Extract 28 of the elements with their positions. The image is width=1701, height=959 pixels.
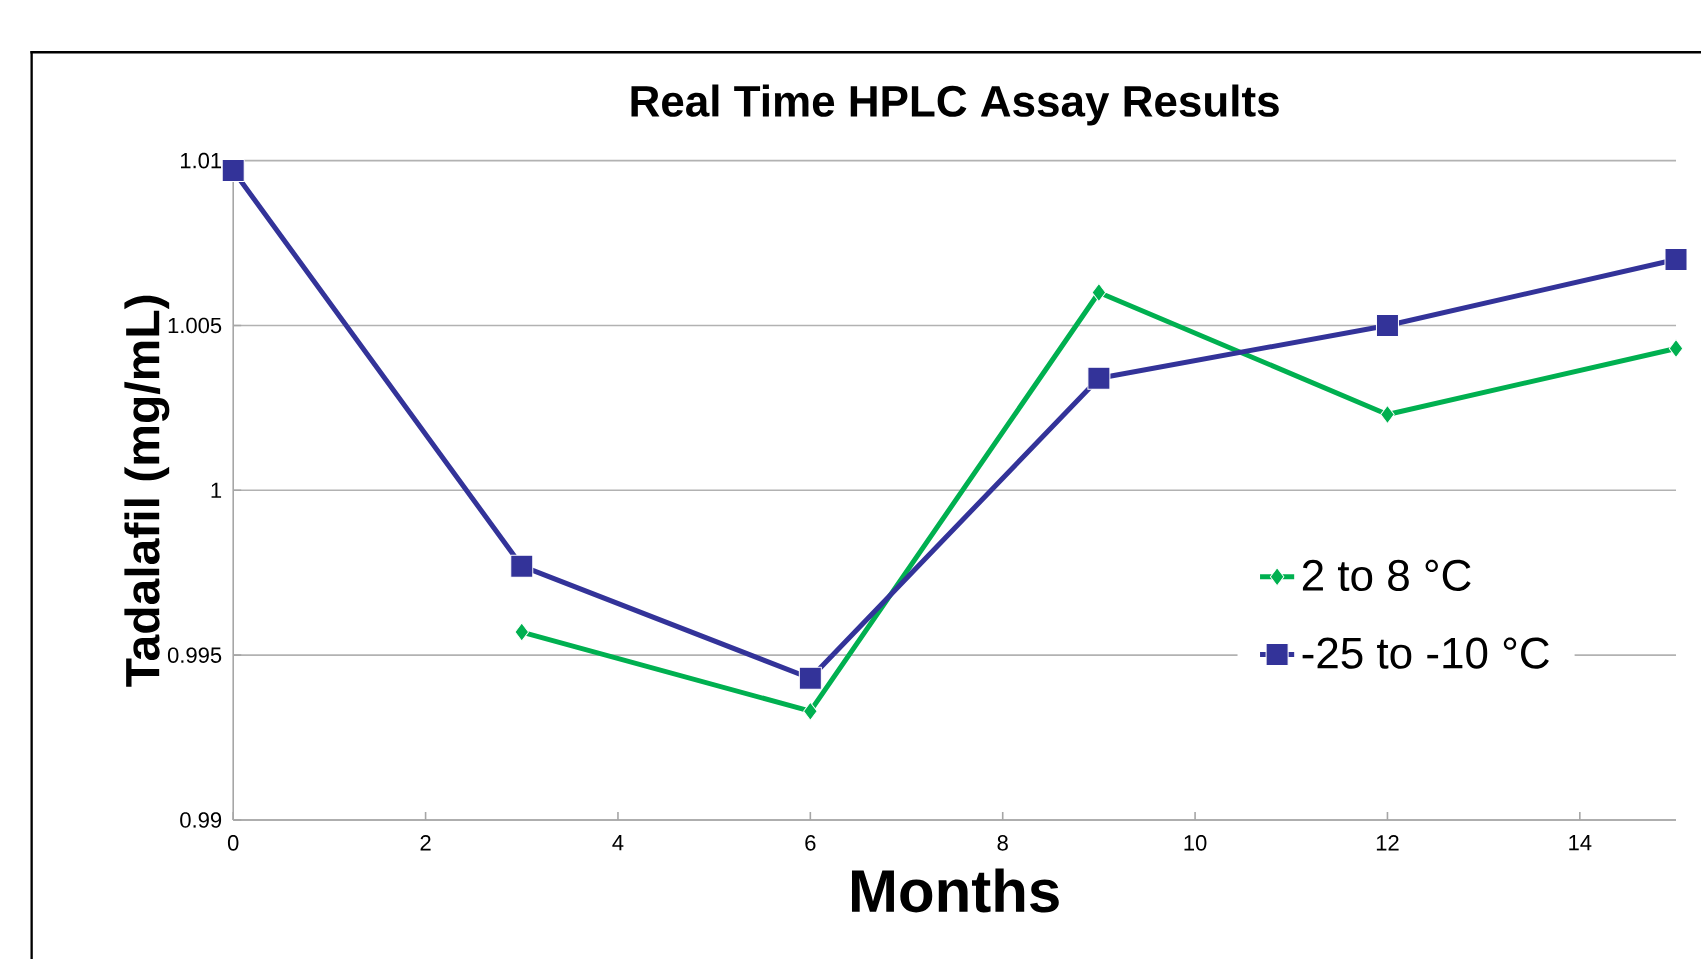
point	[1375, 313, 1399, 337]
point	[803, 701, 818, 721]
x-tick-label: 6	[805, 835, 816, 851]
x-tick-label: 0	[227, 835, 239, 851]
point	[1380, 404, 1395, 424]
point	[510, 554, 534, 578]
point	[1668, 339, 1684, 359]
point	[1087, 366, 1111, 390]
point	[514, 622, 530, 642]
point	[1091, 282, 1107, 302]
x-tick-label: 12	[1376, 835, 1399, 851]
legend-label: -25 to -10 °C	[1302, 637, 1549, 669]
y-tick-label: 1.01	[180, 152, 222, 169]
y-tick-label: 1.005	[168, 317, 222, 334]
point	[798, 666, 822, 690]
x-axis-title: Months	[851, 868, 1059, 913]
y-tick-label: 0.995	[167, 647, 222, 663]
y-tick-label: 0.99	[180, 812, 222, 828]
chart-title: Real Time HPLC Assay Results	[631, 84, 1279, 126]
y-tick-label: 1	[211, 482, 222, 498]
x-tick-label: 4	[612, 835, 624, 851]
x-tick-label: 2	[420, 835, 431, 851]
x-tick-label: 14	[1569, 835, 1592, 851]
legend-label: 2 to 8 °C	[1302, 559, 1471, 592]
point	[1664, 248, 1688, 271]
x-tick-label: 10	[1184, 835, 1207, 851]
x-tick-label: 8	[997, 835, 1008, 851]
point	[221, 158, 245, 182]
